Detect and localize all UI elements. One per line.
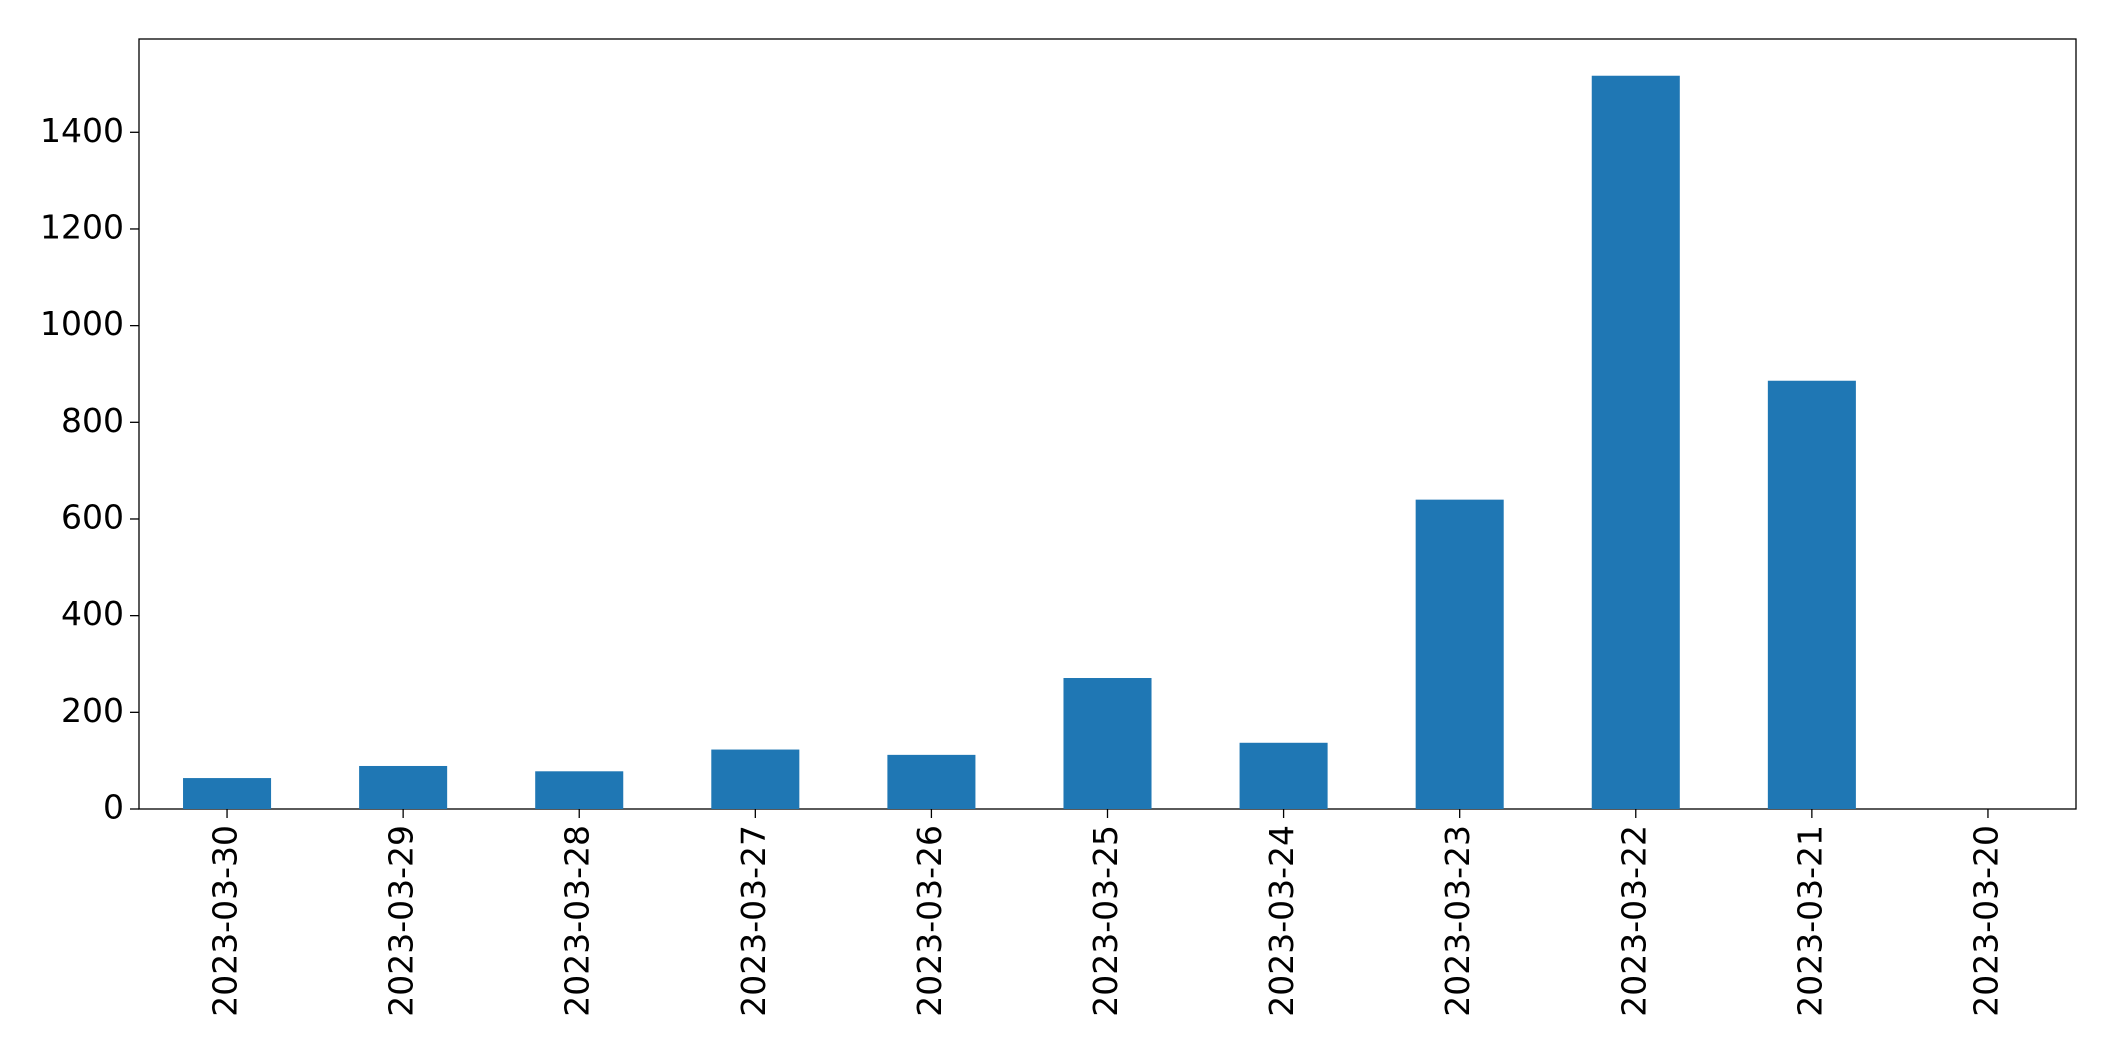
bar	[535, 771, 624, 809]
bar	[1767, 380, 1856, 809]
y-tick-label: 1400	[40, 111, 124, 150]
x-tick-label: 2023-03-26	[910, 825, 949, 1017]
x-tick-label: 2023-03-30	[206, 825, 245, 1017]
x-tick-label: 2023-03-28	[558, 825, 597, 1017]
x-tick-label: 2023-03-21	[1790, 825, 1829, 1017]
bar	[1415, 499, 1504, 809]
y-tick-label: 1000	[40, 304, 124, 343]
x-tick-label: 2023-03-23	[1438, 825, 1477, 1017]
bar	[1063, 678, 1152, 809]
bar	[183, 778, 272, 809]
y-tick-label: 800	[61, 401, 124, 440]
bar	[359, 765, 448, 809]
bar	[711, 749, 800, 809]
x-tick-label: 2023-03-29	[382, 825, 421, 1017]
y-tick-label: 200	[61, 691, 124, 730]
y-tick-label: 600	[61, 497, 124, 536]
y-tick-label: 400	[61, 594, 124, 633]
bar	[1239, 742, 1328, 809]
x-tick-label: 2023-03-25	[1086, 825, 1125, 1017]
y-tick-label: 0	[103, 788, 124, 827]
x-tick-label: 2023-03-20	[1966, 825, 2005, 1017]
x-tick-label: 2023-03-24	[1262, 825, 1301, 1017]
bar	[887, 754, 976, 809]
bar	[1591, 75, 1680, 809]
x-tick-label: 2023-03-27	[734, 825, 773, 1017]
y-tick-label: 1200	[40, 207, 124, 246]
x-tick-label: 2023-03-22	[1614, 825, 1653, 1017]
